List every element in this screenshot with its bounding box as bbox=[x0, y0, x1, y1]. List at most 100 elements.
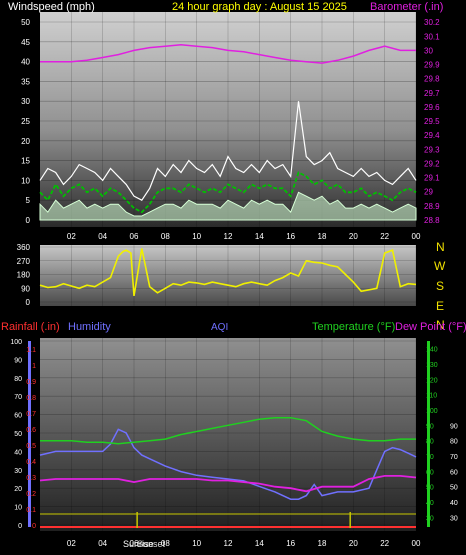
dewpoint-tick-label: 70 bbox=[450, 454, 458, 461]
temperature-tick-label: 130 bbox=[426, 362, 438, 369]
compass-south: S bbox=[436, 279, 444, 293]
wind-x-tick-label: 02 bbox=[67, 232, 76, 241]
barometer-tick-label: 28.9 bbox=[424, 202, 440, 211]
wind-average-line bbox=[39, 171, 417, 214]
dewpoint-axis-label: Dew Point (°F) bbox=[395, 321, 466, 333]
dewpoint-line bbox=[39, 475, 417, 493]
compass-east: E bbox=[436, 299, 444, 313]
wind-x-tick-label: 10 bbox=[192, 232, 201, 241]
barometer-tick-label: 29.5 bbox=[424, 117, 440, 126]
temperature-tick-label: 70 bbox=[426, 454, 434, 461]
climate-x-tick-label: 22 bbox=[380, 539, 389, 548]
humidity-tick-label: 40 bbox=[14, 449, 22, 456]
barometer-tick-label: 29 bbox=[424, 188, 433, 197]
wind-x-tick-label: 14 bbox=[255, 232, 264, 241]
direction-tick-label: 0 bbox=[26, 298, 31, 307]
direction-tick-label: 90 bbox=[21, 284, 30, 293]
barometer-tick-label: 29.3 bbox=[424, 145, 440, 154]
sunrise-label: Sunrise bbox=[123, 539, 154, 549]
humidity-tick-label: 70 bbox=[14, 394, 22, 401]
climate-x-tick-label: 20 bbox=[349, 539, 358, 548]
climate-x-tick-label: 14 bbox=[255, 539, 264, 548]
direction-tick-label: 270 bbox=[17, 257, 31, 266]
humidity-tick-label: 20 bbox=[14, 486, 22, 493]
temperature-tick-label: 120 bbox=[426, 377, 438, 384]
wind-tick-label: 30 bbox=[21, 97, 30, 106]
humidity-tick-label: 50 bbox=[14, 431, 22, 438]
rain-tick-label: 0.9 bbox=[26, 379, 36, 386]
compass-north-bottom: N bbox=[436, 318, 445, 332]
compass-west: W bbox=[434, 259, 446, 273]
wind-x-tick-label: 20 bbox=[349, 232, 358, 241]
wind-x-tick-label: 00 bbox=[412, 232, 421, 241]
barometer-tick-label: 29.1 bbox=[424, 174, 440, 183]
temperature-tick-label: 40 bbox=[426, 500, 434, 507]
rainfall-axis-label: Rainfall (.in) bbox=[1, 321, 60, 333]
barometer-tick-label: 30.1 bbox=[424, 32, 440, 41]
humidity-axis-bar bbox=[28, 341, 31, 527]
dewpoint-tick-label: 40 bbox=[450, 500, 458, 507]
barometer-tick-label: 28.8 bbox=[424, 216, 440, 225]
dewpoint-tick-label: 90 bbox=[450, 423, 458, 430]
sunset-label: Sunset bbox=[137, 539, 166, 549]
barometer-tick-label: 29.2 bbox=[424, 159, 440, 168]
aqi-label: AQI bbox=[211, 322, 228, 333]
climate-x-tick-label: 08 bbox=[161, 539, 170, 548]
rain-tick-label: 0.1 bbox=[26, 507, 36, 514]
dewpoint-tick-label: 50 bbox=[450, 485, 458, 492]
wind-tick-label: 10 bbox=[21, 176, 30, 185]
climate-panel bbox=[40, 338, 416, 531]
rain-tick-label: 0.2 bbox=[26, 491, 36, 498]
rain-tick-label: 0.5 bbox=[26, 443, 36, 450]
temperature-tick-label: 90 bbox=[426, 423, 434, 430]
rain-tick-label: 0.7 bbox=[26, 411, 36, 418]
temperature-tick-label: 60 bbox=[426, 469, 434, 476]
barometer-tick-label: 29.8 bbox=[424, 75, 440, 84]
temperature-tick-label: 50 bbox=[426, 485, 434, 492]
barometer-line bbox=[40, 43, 416, 64]
rain-tick-label: 0.6 bbox=[26, 427, 36, 434]
climate-x-tick-label: 18 bbox=[318, 539, 327, 548]
dewpoint-tick-label: 60 bbox=[450, 469, 458, 476]
climate-x-tick-label: 10 bbox=[192, 539, 201, 548]
rain-tick-label: 0 bbox=[32, 523, 36, 530]
compass-north-top: N bbox=[436, 240, 445, 254]
dewpoint-tick-label: 30 bbox=[450, 515, 458, 522]
temperature-tick-label: 100 bbox=[426, 408, 438, 415]
wind-tick-label: 5 bbox=[26, 196, 31, 205]
wind-direction-line bbox=[39, 248, 417, 297]
temperature-axis-bar bbox=[427, 341, 430, 527]
barometer-tick-label: 30 bbox=[424, 46, 433, 55]
wind-gust-line bbox=[39, 101, 417, 201]
wind-tick-label: 40 bbox=[21, 58, 30, 67]
climate-x-tick-label: 00 bbox=[412, 539, 421, 548]
wind-x-tick-label: 12 bbox=[224, 232, 233, 241]
wind-tick-label: 20 bbox=[21, 137, 30, 146]
barometer-tick-label: 30.2 bbox=[424, 18, 440, 27]
wind-x-tick-label: 22 bbox=[380, 232, 389, 241]
wind-x-tick-label: 06 bbox=[130, 232, 139, 241]
wind-tick-label: 50 bbox=[21, 18, 30, 27]
humidity-tick-label: 0 bbox=[18, 523, 22, 530]
rain-tick-label: 1.1 bbox=[26, 347, 36, 354]
climate-x-tick-label: 02 bbox=[67, 539, 76, 548]
humidity-tick-label: 10 bbox=[14, 505, 22, 512]
temperature-line bbox=[40, 416, 416, 445]
humidity-tick-label: 100 bbox=[10, 339, 22, 346]
barometer-axis-label: Barometer (.in) bbox=[370, 1, 443, 13]
wind-x-tick-label: 08 bbox=[161, 232, 170, 241]
climate-x-tick-label: 04 bbox=[98, 539, 107, 548]
humidity-tick-label: 90 bbox=[14, 357, 22, 364]
temperature-tick-label: 140 bbox=[426, 347, 438, 354]
wind-speed-area bbox=[39, 191, 417, 221]
chart-title: 24 hour graph day : August 15 2025 bbox=[172, 1, 347, 13]
barometer-tick-label: 29.6 bbox=[424, 103, 440, 112]
humidity-tick-label: 80 bbox=[14, 376, 22, 383]
wind-tick-label: 0 bbox=[26, 216, 31, 225]
temperature-tick-label: 30 bbox=[426, 515, 434, 522]
barometer-tick-label: 29.7 bbox=[424, 89, 440, 98]
wind-tick-label: 15 bbox=[21, 157, 30, 166]
humidity-tick-label: 60 bbox=[14, 413, 22, 420]
rain-tick-label: 0.3 bbox=[26, 475, 36, 482]
barometer-tick-label: 29.9 bbox=[424, 61, 440, 70]
